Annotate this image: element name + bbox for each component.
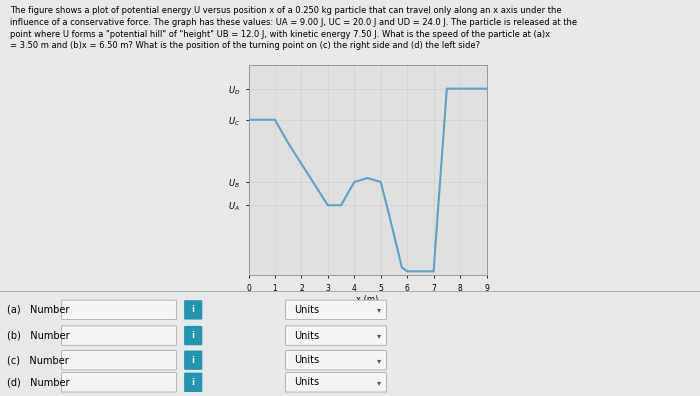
Text: Units: Units xyxy=(294,355,319,365)
Text: Units: Units xyxy=(294,377,319,387)
Text: The figure shows a plot of potential energy U versus position x of a 0.250 kg pa: The figure shows a plot of potential ene… xyxy=(10,6,578,50)
Text: Units: Units xyxy=(294,305,319,315)
Text: i: i xyxy=(192,331,195,340)
Text: (b)   Number: (b) Number xyxy=(7,331,69,341)
Text: (a)   Number: (a) Number xyxy=(7,305,69,315)
Text: ▾: ▾ xyxy=(377,378,382,387)
Text: (d)   Number: (d) Number xyxy=(7,377,69,387)
Text: i: i xyxy=(192,305,195,314)
Text: ▾: ▾ xyxy=(377,305,382,314)
Text: (c)   Number: (c) Number xyxy=(7,355,69,365)
Text: i: i xyxy=(192,378,195,387)
Text: Units: Units xyxy=(294,331,319,341)
Text: i: i xyxy=(192,356,195,365)
X-axis label: x (m): x (m) xyxy=(356,295,379,305)
Text: ▾: ▾ xyxy=(377,356,382,365)
Text: ▾: ▾ xyxy=(377,331,382,340)
